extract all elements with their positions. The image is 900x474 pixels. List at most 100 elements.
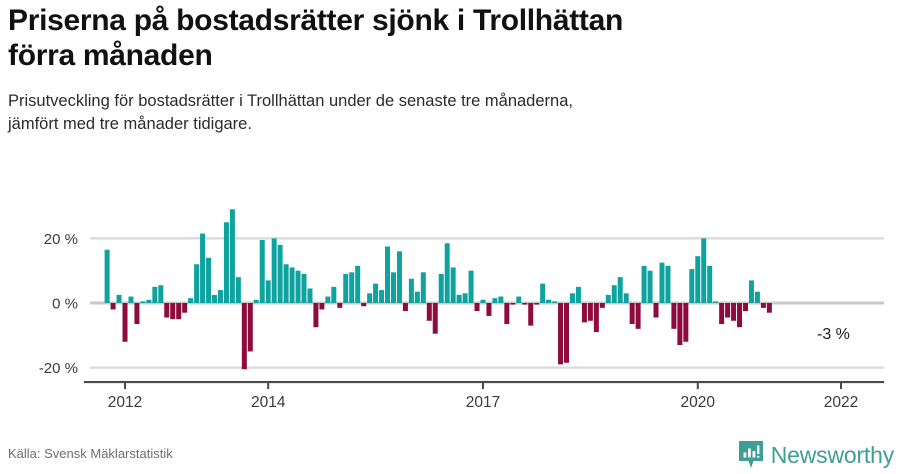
bar xyxy=(152,286,158,303)
bar xyxy=(253,299,259,303)
bar xyxy=(379,290,385,303)
bar xyxy=(558,303,564,365)
bar xyxy=(725,303,731,318)
chart-subtitle: Prisutveckling för bostadsrätter i Troll… xyxy=(8,91,573,134)
bar xyxy=(164,303,170,318)
bar xyxy=(385,246,391,303)
bar xyxy=(623,293,629,303)
bar xyxy=(510,303,516,305)
bar xyxy=(301,273,307,303)
bar xyxy=(325,296,331,303)
bar xyxy=(737,303,743,328)
bar xyxy=(760,303,766,308)
bar xyxy=(134,303,140,324)
newsworthy-mark-icon xyxy=(738,441,763,468)
bar xyxy=(235,277,241,303)
bar xyxy=(396,251,402,303)
bar xyxy=(355,265,361,303)
bar xyxy=(212,294,217,303)
bar xyxy=(564,303,570,363)
bar xyxy=(713,301,719,303)
bar xyxy=(432,303,438,334)
bar xyxy=(695,256,701,303)
bar xyxy=(361,303,367,307)
bar xyxy=(647,270,653,303)
bar xyxy=(486,303,492,316)
bar xyxy=(456,294,462,303)
bar xyxy=(701,238,707,303)
bar xyxy=(206,257,212,303)
bar xyxy=(277,244,283,303)
y-axis-label: -20 % xyxy=(39,360,78,377)
bar xyxy=(140,301,146,303)
bar xyxy=(170,303,176,320)
bar xyxy=(605,294,611,303)
bar xyxy=(707,265,713,303)
bar xyxy=(659,262,665,304)
bar xyxy=(743,303,749,312)
bar xyxy=(110,303,116,310)
bar xyxy=(653,303,659,318)
chart-plot-area: 20 % 0 % -20 % 2012 2014 2017 2020 2022 -3 % xyxy=(0,205,900,420)
bar xyxy=(581,303,587,323)
bar xyxy=(635,303,641,329)
bar xyxy=(683,303,689,342)
bar xyxy=(343,273,349,303)
bar xyxy=(426,303,432,321)
x-axis-label: 2017 xyxy=(466,394,500,411)
bar xyxy=(247,303,253,352)
bar xyxy=(522,303,528,305)
bar xyxy=(176,303,182,320)
bar xyxy=(337,303,343,308)
bar xyxy=(408,278,414,304)
bar xyxy=(492,298,498,303)
bar xyxy=(528,303,534,326)
bar xyxy=(575,286,581,303)
bar xyxy=(677,303,683,345)
bar xyxy=(671,303,677,329)
bar xyxy=(182,303,188,313)
bar xyxy=(468,270,474,303)
bar xyxy=(367,293,373,303)
bar xyxy=(313,303,319,328)
bar xyxy=(414,291,420,303)
bar xyxy=(217,290,223,303)
x-axis-label: 2020 xyxy=(681,394,716,411)
bar xyxy=(504,303,510,324)
x-axis-label: 2022 xyxy=(824,394,858,411)
bar xyxy=(259,240,265,303)
bar xyxy=(373,283,379,303)
bar-chart-svg: 20 % 0 % -20 % 2012 2014 2017 2020 2022 -3 % xyxy=(39,209,884,411)
bar xyxy=(271,238,277,303)
bar xyxy=(122,303,128,342)
bar xyxy=(498,296,504,303)
bar xyxy=(719,303,725,324)
bar xyxy=(146,299,152,303)
bar xyxy=(731,303,737,321)
bar xyxy=(390,272,396,303)
page-title: Priserna på bostadsrätter sjönk i Trollh… xyxy=(8,4,624,72)
newsworthy-logo: Newsworthy xyxy=(738,440,894,470)
y-axis-label: 20 % xyxy=(44,231,78,248)
bar xyxy=(534,303,540,305)
bar xyxy=(611,285,617,303)
bar xyxy=(349,272,355,303)
bar xyxy=(766,303,772,313)
bar xyxy=(552,301,558,303)
bar xyxy=(223,222,229,303)
bar xyxy=(402,303,408,312)
bar xyxy=(587,303,593,321)
bar xyxy=(295,270,301,303)
chart-header: Priserna på bostadsrätter sjönk i Trollh… xyxy=(8,4,892,137)
bar xyxy=(331,286,337,303)
bar xyxy=(289,267,295,303)
bar xyxy=(629,303,635,324)
bar xyxy=(438,273,444,303)
bar xyxy=(188,298,194,303)
bar xyxy=(462,293,468,303)
bar xyxy=(689,269,695,303)
bar xyxy=(104,249,110,303)
bar xyxy=(128,296,134,303)
bar xyxy=(116,294,122,303)
bar xyxy=(420,272,426,303)
